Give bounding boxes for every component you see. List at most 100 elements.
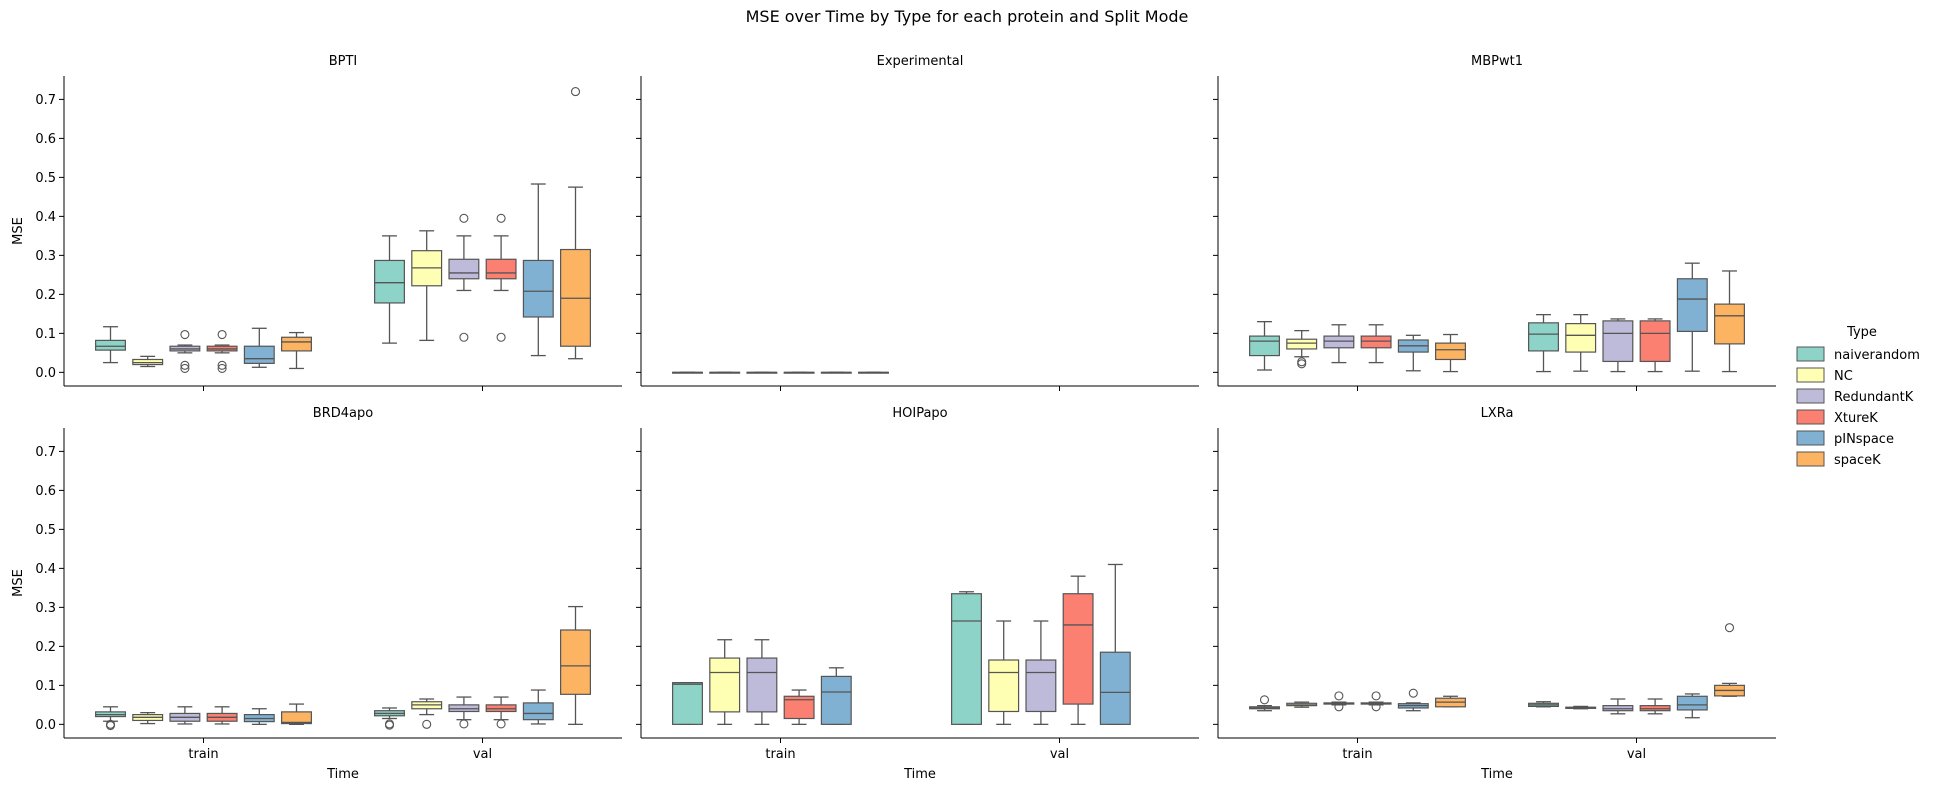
box-body [1360,335,1392,349]
box-NC [411,230,443,342]
legend-swatch [1796,409,1825,425]
box-NC [1286,329,1318,369]
x-axis-label: Time [903,767,936,782]
x-tick-label: train [188,747,218,762]
panel-title: BRD4apo [313,406,373,421]
box-naiverandom [951,591,982,726]
box-body [746,657,778,713]
legend-item-RedundantK: RedundantK [1796,388,1914,405]
outlier-point [1297,359,1307,369]
outlier-point [459,719,469,729]
legend: Type naiverandom NC RedundantK XtureK pINspac… [1796,325,1920,468]
legend-item-pINspace: pINspace [1796,430,1894,447]
outlier-point [1408,688,1418,698]
legend-swatch [1796,430,1825,446]
box-pINspace [1676,693,1708,719]
box-body [281,711,312,725]
panel-title: BPTI [329,54,358,69]
facet-panel: BPTI 0.0 0.1 0.2 0.3 0.4 0.5 0.6 0.7 MSE [11,54,622,391]
y-tick-label: 0.4 [35,562,56,577]
box-NC [988,620,1020,726]
legend-swatch [1796,388,1825,404]
legend-item-spaceK: spaceK [1796,451,1881,468]
box-body [672,682,703,725]
x-tick-label: train [1342,747,1372,762]
box-naiverandom [1528,701,1559,708]
box-RedundantK [169,329,201,374]
facet-panel: Experimental [636,54,1199,391]
legend-swatch [1796,367,1825,383]
outlier-point [1297,357,1307,367]
panel-title: LXRa [1481,406,1514,421]
box-pINspace [522,183,554,357]
outlier-point [180,360,190,370]
outlier-point [180,329,190,340]
outlier-point [217,360,227,370]
box-body [1565,323,1597,353]
y-tick-label: 0.7 [35,93,56,108]
box-pINspace [820,667,852,726]
box-NC [1565,705,1597,710]
box-XtureK [485,213,517,342]
box-RedundantK [1025,620,1057,726]
outlier-point [1724,623,1735,633]
box-naiverandom [1249,321,1280,371]
box-pINspace [1397,334,1429,372]
panel-title: HOIPapo [892,406,947,421]
box-naiverandom [374,707,405,730]
box-XtureK [1360,691,1392,712]
outlier-point [1334,691,1344,701]
box-pINspace [1397,688,1429,712]
legend-label: RedundantK [1834,390,1914,405]
box-body [988,659,1020,713]
box-body [1249,335,1280,357]
panel-title: Experimental [877,54,964,69]
legend-label: XtureK [1834,411,1878,426]
box-naiverandom [95,706,126,731]
facet-panel: BRD4apo 0.0 0.1 0.2 0.3 0.4 0.5 0.6 0.7 MSE train v… [11,406,622,782]
facet-panel: MBPwt1 [1213,54,1776,391]
box-body [95,339,126,351]
box-XtureK [1639,698,1671,715]
box-body [448,258,480,280]
box-pINspace [1676,262,1708,372]
box-spaceK [560,605,591,726]
outlier-point [217,329,227,340]
x-tick-label: val [1050,747,1069,762]
box-pINspace [243,708,275,726]
y-tick-label: 0.6 [35,132,56,147]
y-tick-label: 0.2 [35,288,56,303]
box-body [243,345,275,364]
facet-panel: HOIPapo train val Time [636,406,1199,782]
legend-label: naiverandom [1834,348,1920,363]
box-XtureK [206,706,238,725]
x-tick-label: train [765,747,795,762]
box-XtureK [1062,575,1094,726]
chart-title: MSE over Time by Type for each protein a… [746,7,1189,26]
box-pINspace [820,371,852,374]
box-naiverandom [1249,695,1280,712]
legend-swatch [1796,346,1825,362]
box-naiverandom [1528,313,1559,373]
x-tick-label: val [1627,747,1646,762]
box-body [1676,695,1708,711]
legend-swatch [1796,451,1825,467]
box-RedundantK [1323,324,1355,364]
y-tick-label: 0.1 [35,327,56,342]
box-XtureK [783,371,815,374]
box-body [1099,651,1131,725]
box-body [1528,322,1559,352]
outlier-point [1259,695,1270,705]
box-naiverandom [672,371,703,374]
legend-item-naiverandom: naiverandom [1796,346,1920,363]
box-naiverandom [374,235,405,344]
y-tick-label: 0.3 [35,249,56,264]
box-body [783,695,815,720]
outlier-point [180,363,190,374]
box-spaceK [1714,623,1745,697]
facet-panel: LXRa train val Time [1213,406,1776,782]
outlier-point [459,332,469,342]
box-body [485,258,517,280]
box-XtureK [1639,318,1671,373]
box-body [1435,342,1466,361]
